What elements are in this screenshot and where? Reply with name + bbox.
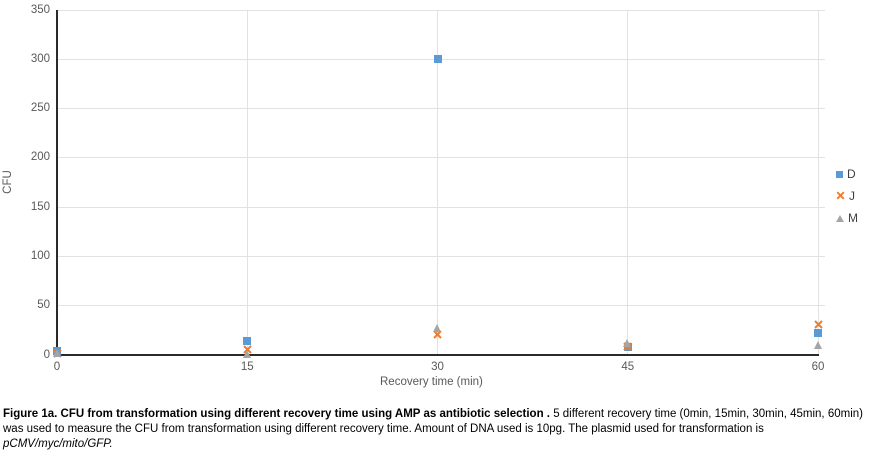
x-axis-title: Recovery time (min) (380, 376, 483, 388)
data-point-M (623, 339, 632, 348)
y-tick-label: 100 (30, 249, 50, 262)
x-axis-line (56, 354, 819, 356)
y-tick-label: 150 (30, 200, 50, 213)
series-m-triangle-icon (836, 214, 844, 222)
data-point-M (813, 341, 822, 350)
y-tick-label: 0 (43, 348, 50, 361)
legend-label-j: J (849, 189, 855, 203)
series-d-square-icon (836, 170, 843, 178)
gridline-h (57, 255, 825, 257)
y-tick-label: 250 (30, 102, 50, 115)
figure-caption: Figure 1a. CFU from transformation using… (3, 407, 869, 452)
y-axis-title: CFU (2, 170, 14, 194)
y-tick-label: 200 (30, 151, 50, 164)
y-tick-label: 50 (37, 299, 50, 312)
gridline-v (437, 10, 438, 355)
data-point-J (813, 316, 823, 329)
x-tick-label: 15 (240, 361, 254, 373)
data-point-M (242, 350, 251, 358)
gridline-h (57, 9, 825, 11)
x-tick-label: 0 (53, 361, 61, 373)
data-point-J (243, 341, 252, 354)
x-tick-label: 45 (621, 361, 635, 373)
data-point-D (243, 337, 252, 346)
x-tick-label: 30 (431, 361, 444, 373)
data-point-M (433, 324, 441, 333)
gridline-v (817, 10, 819, 355)
gridline-v (627, 10, 629, 355)
legend-item-m: M (836, 211, 858, 225)
legend-item-d: D (836, 167, 858, 181)
chart-legend: D J M (836, 167, 858, 225)
gridline-h (57, 157, 825, 159)
y-tick-label: 350 (30, 3, 50, 16)
data-point-D (814, 329, 822, 338)
x-tick-label: 60 (811, 361, 825, 373)
y-axis-line (56, 10, 58, 356)
gridline-h (57, 206, 825, 208)
gridline-v (246, 10, 248, 355)
data-point-D (433, 55, 442, 64)
gridline-h (57, 305, 825, 307)
data-point-M (52, 349, 61, 358)
legend-item-j: J (836, 189, 858, 203)
legend-label-d: D (847, 167, 856, 181)
legend-label-m: M (848, 211, 858, 225)
y-tick-label: 300 (30, 52, 50, 65)
caption-body-text: 5 different recovery time (0min, 15min, … (3, 408, 863, 435)
caption-bold-text: Figure 1a. CFU from transformation using… (3, 408, 550, 420)
gridline-h (57, 108, 825, 110)
scatter-chart: CFU Recovery time (min) D J M 0 50 (2, 3, 858, 389)
series-j-x-icon (836, 187, 845, 205)
caption-plasmid-name: pCMV/myc/mito/GFP. (3, 438, 113, 450)
